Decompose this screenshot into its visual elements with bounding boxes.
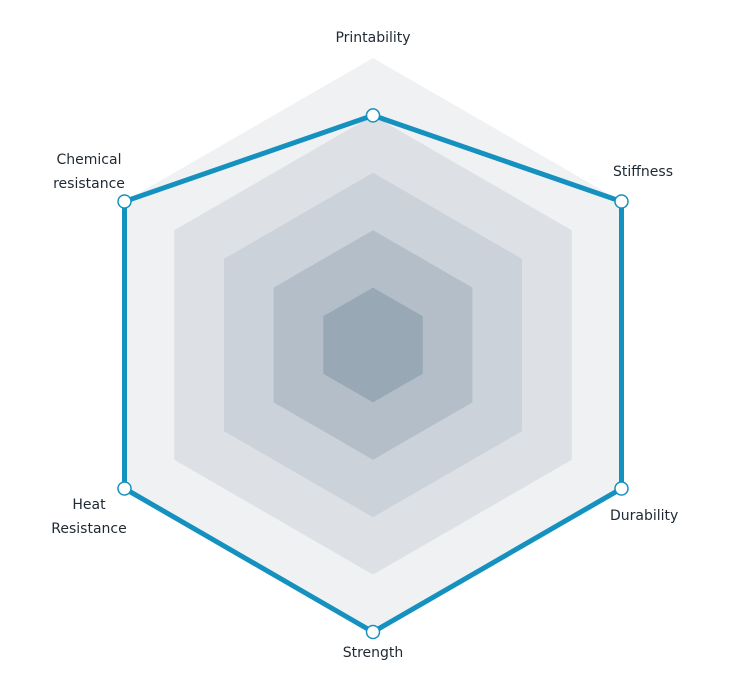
data-point-durability[interactable] [614, 481, 629, 496]
radar-ring-1 [323, 287, 423, 403]
radar-rings [124, 58, 622, 632]
axis-label-printability: Printability [335, 30, 410, 46]
data-point-heat-resistance[interactable] [117, 481, 132, 496]
data-point-chemical-resistance[interactable] [117, 194, 132, 209]
data-point-stiffness[interactable] [614, 194, 629, 209]
radar-series [117, 108, 629, 640]
axis-label-heat-resistance: Heat Resistance [51, 497, 126, 537]
axis-label-chemical-resistance: Chemical resistance [53, 152, 125, 192]
data-point-strength[interactable] [365, 624, 381, 640]
axis-label-stiffness: Stiffness [613, 164, 673, 180]
axis-label-strength: Strength [343, 645, 404, 661]
axis-label-durability: Durability [610, 508, 678, 524]
axis-labels: Printability Stiffness Durability Strength H… [51, 30, 678, 661]
data-point-printability[interactable] [365, 108, 381, 123]
